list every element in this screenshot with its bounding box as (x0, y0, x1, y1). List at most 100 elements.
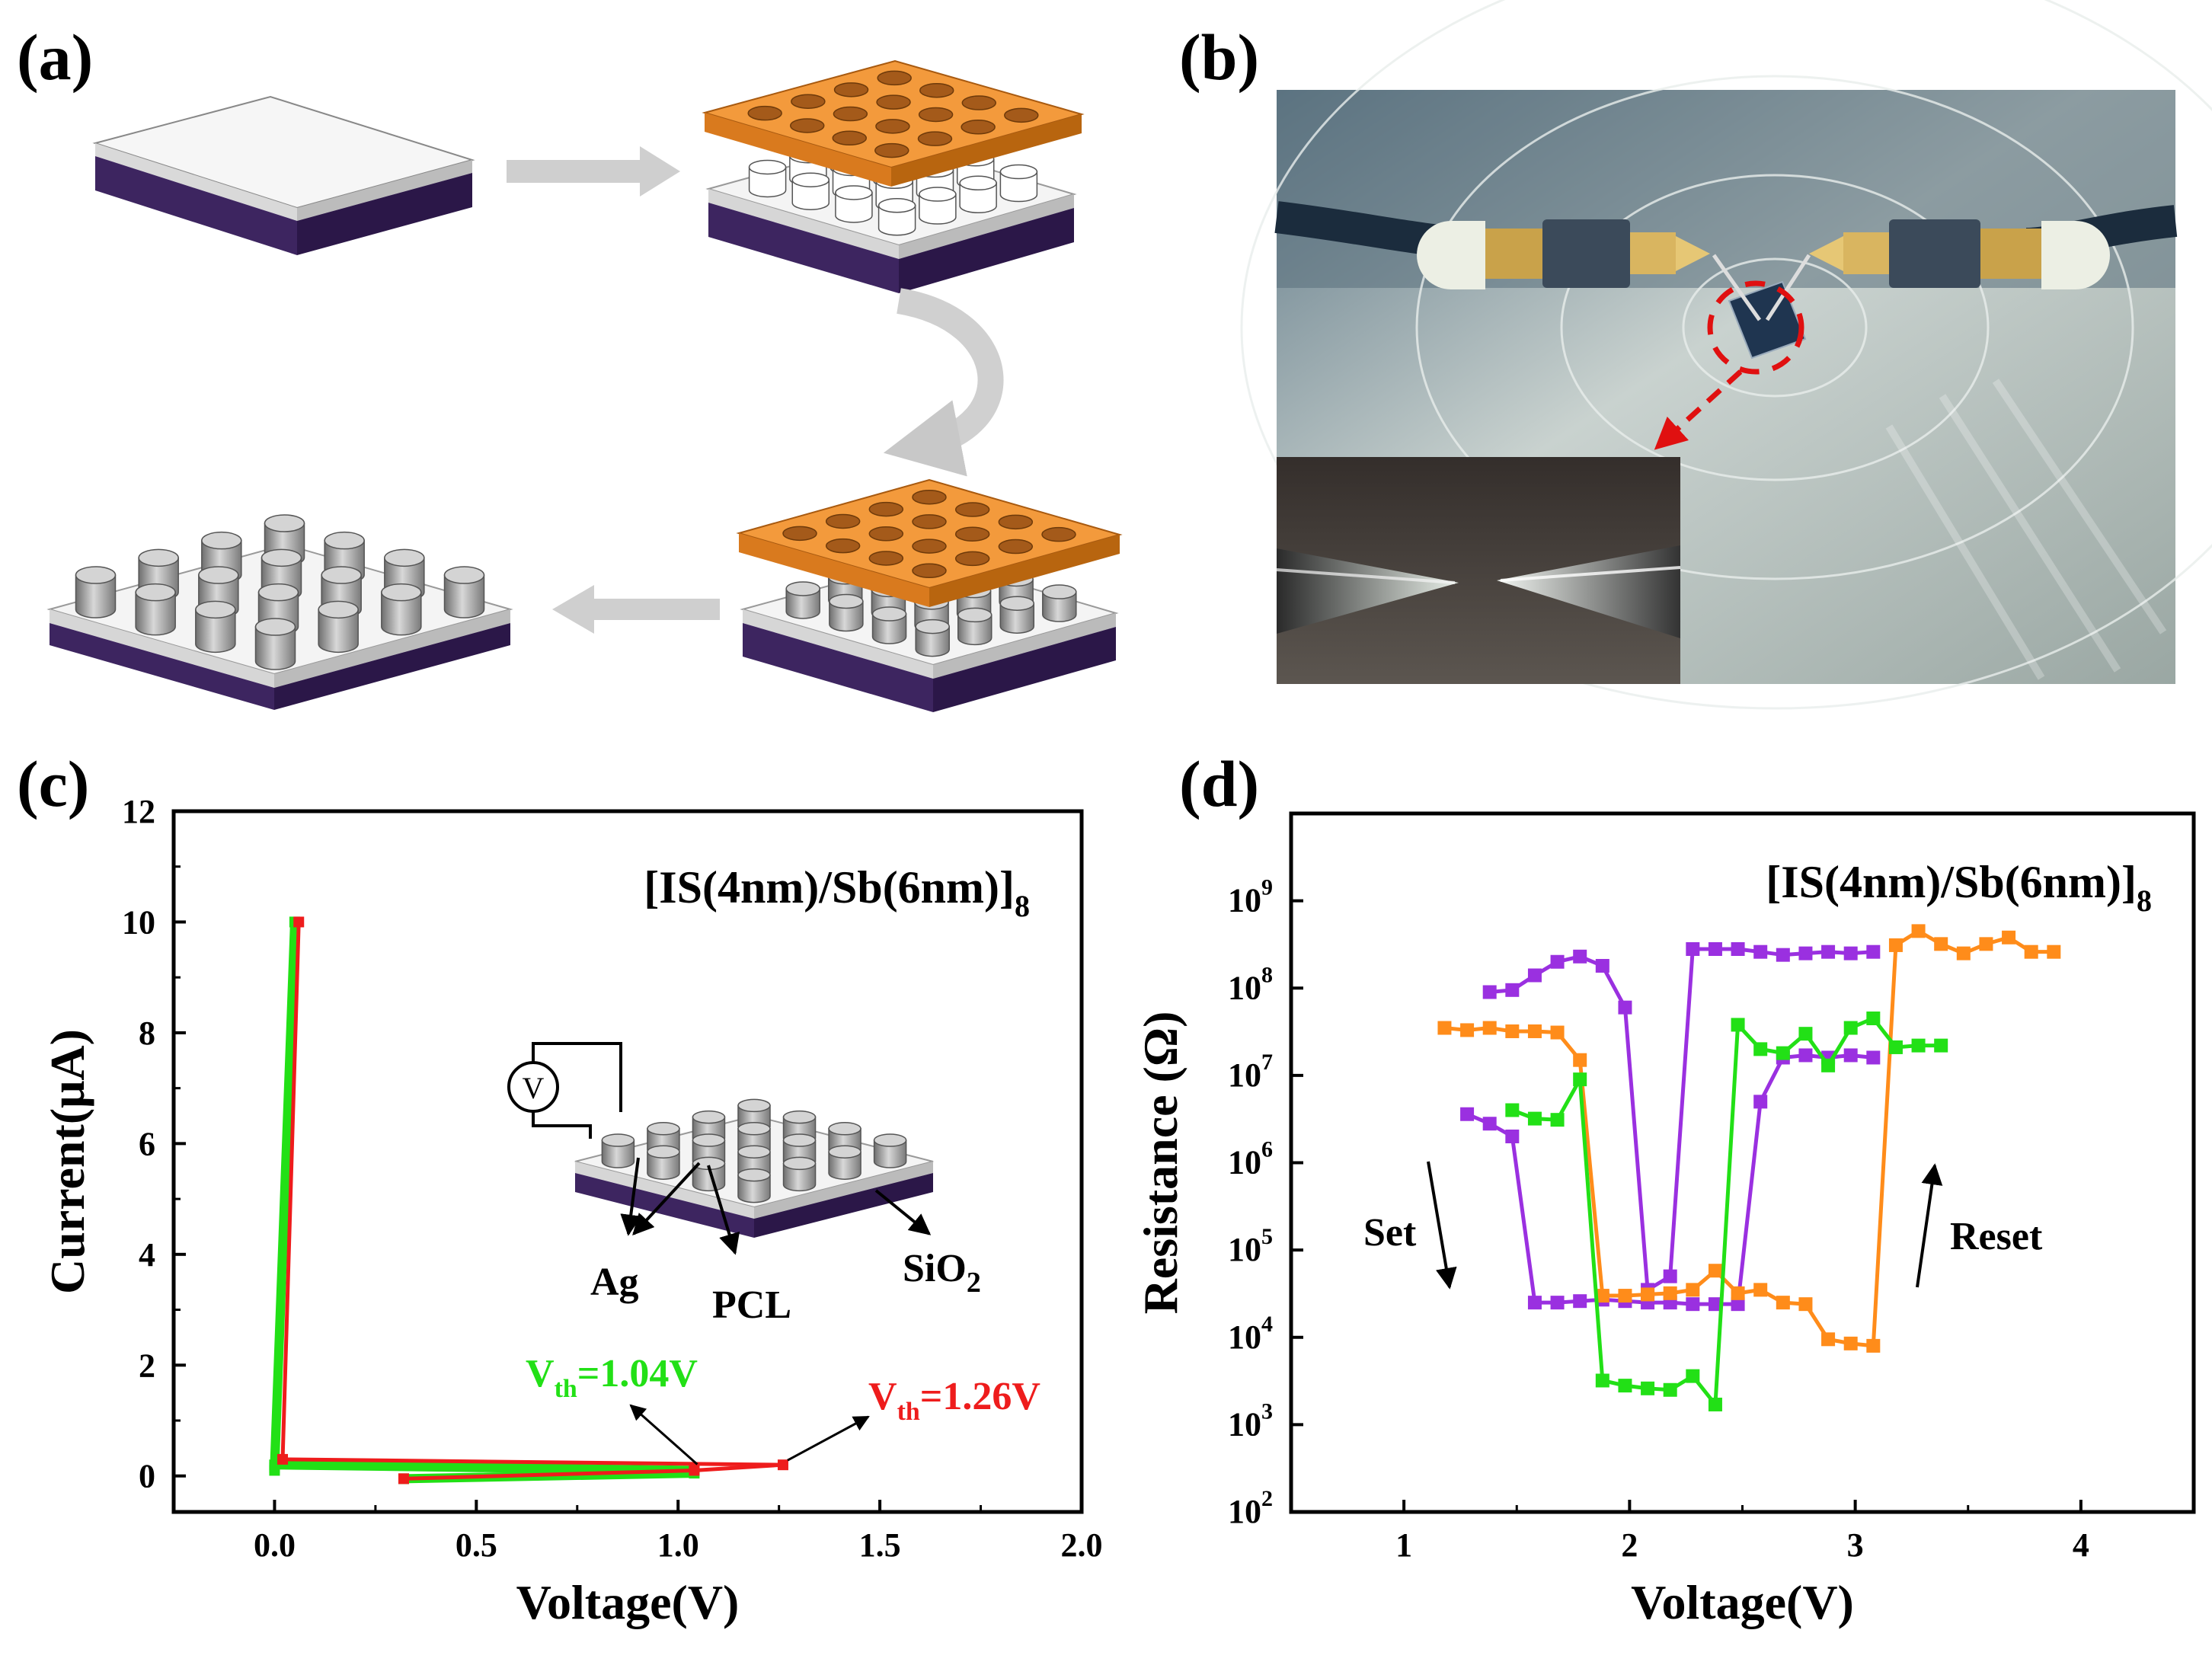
final-device (46, 514, 513, 710)
inset-pillar-body (873, 1139, 907, 1168)
inset-pillar-top (737, 1122, 771, 1136)
plot-frame (171, 809, 1084, 1514)
vth-v: V (526, 1352, 555, 1395)
reset-label: Reset (1950, 1215, 2043, 1258)
rv-point (1550, 1113, 1565, 1127)
y-tick-label: 102 (1228, 1486, 1273, 1530)
inset-pillar-body (737, 1174, 771, 1203)
pillar-top (999, 596, 1035, 611)
y-tick-label: 107 (1228, 1050, 1273, 1094)
rv-point (1482, 985, 1497, 999)
inset-pillar-body (647, 1151, 680, 1180)
reset-arrow (1916, 1163, 1943, 1288)
rv-point (1888, 938, 1903, 952)
inset-pillar (647, 1145, 680, 1180)
rv-point (1821, 1058, 1836, 1072)
rv-point (1550, 1025, 1565, 1040)
pillar-top (443, 566, 485, 584)
rv-point (1753, 1095, 1768, 1109)
mask-hole (868, 526, 904, 542)
sample-sub: 8 (1015, 889, 1030, 923)
rv-point (1618, 1289, 1632, 1303)
y-tick-label: 12 (122, 793, 155, 830)
rv-point (1550, 1296, 1565, 1310)
mask-hole (1041, 526, 1076, 542)
rv-point (1573, 1072, 1587, 1087)
pillar-body (829, 600, 864, 632)
pillar-body (195, 609, 236, 654)
pillar-top (198, 566, 239, 584)
mask-hole (912, 489, 947, 505)
ag-arrow-2 (632, 1162, 701, 1236)
ghost-pillar (835, 185, 873, 223)
rv-point (1866, 944, 1881, 959)
rv-point (1527, 1024, 1542, 1038)
rv-point (1708, 1297, 1722, 1312)
rv-point (1505, 1129, 1520, 1143)
pillar (135, 583, 176, 636)
inset-pillar-top (782, 1110, 817, 1124)
rv-point (1527, 1296, 1542, 1310)
pillar-body (75, 574, 117, 618)
pillar-top (261, 548, 302, 567)
rv-point (1798, 1297, 1813, 1312)
rv-point (1641, 1287, 1655, 1302)
pillar-top (1042, 584, 1077, 599)
panel-c-label: (c) (17, 747, 89, 820)
y-tick-base: 10 (1228, 1144, 1261, 1181)
y-axis-label: Resistance (Ω) (1133, 1012, 1188, 1315)
rv-point (1753, 1283, 1768, 1297)
inset-pillar-top (782, 1133, 817, 1147)
inset-pillar (601, 1133, 635, 1168)
y-tick-exp: 6 (1261, 1137, 1273, 1162)
sample-label: [IS(4nm)/Sb(6nm)]8 (1766, 857, 2152, 918)
rv-point (2002, 930, 2016, 944)
rv-point (1776, 1296, 1790, 1310)
rv-point (1618, 1000, 1632, 1015)
rv-point (1686, 1297, 1700, 1312)
pillar-top (829, 593, 864, 609)
y-tick-base: 10 (1228, 882, 1261, 919)
mask-hole (877, 70, 912, 86)
x-axis-label: Voltage(V) (516, 1575, 740, 1629)
y-tick-label: 105 (1228, 1224, 1273, 1268)
rv-point (1753, 944, 1768, 959)
rv-point (1731, 941, 1745, 956)
y-tick-base: 10 (1228, 1493, 1261, 1530)
vth-arrow-green (629, 1404, 698, 1465)
probe-station-photo (1240, 0, 2212, 710)
rv-point (1843, 1048, 1858, 1063)
panel-d-label: (d) (1179, 747, 1259, 820)
mask-hole (918, 107, 954, 123)
mask-hole (912, 539, 947, 554)
ghost-pillar (791, 172, 830, 210)
rv-point (1843, 946, 1858, 960)
rv-point (1934, 937, 1948, 951)
x-tick-label: 4 (2073, 1526, 2089, 1564)
rv-point (1573, 949, 1587, 964)
ghost-pillar-top (748, 159, 787, 175)
y-tick-label: 104 (1228, 1312, 1273, 1356)
x-tick-label: 2 (1621, 1526, 1638, 1564)
y-tick-label: 2 (139, 1347, 155, 1384)
inset-pillar-body (782, 1162, 817, 1192)
ghost-pillar-body (999, 171, 1038, 203)
rv-point (1482, 1117, 1497, 1131)
rv-point (1663, 1286, 1677, 1300)
mask-hole (868, 551, 904, 566)
rv-point (1843, 1021, 1858, 1035)
iv-point (277, 1453, 289, 1465)
pillar-top (957, 607, 993, 623)
ag-arrow-1 (620, 1157, 642, 1236)
y-tick-label: 109 (1228, 875, 1273, 919)
pillar-body (915, 625, 950, 657)
pillar (381, 583, 422, 636)
voltmeter-label: V (523, 1071, 545, 1105)
y-tick-base: 10 (1228, 1318, 1261, 1356)
inset-pillar-top (737, 1145, 771, 1159)
chart-c: 0.0 0.5 1.0 1.5 2.0 0 2 4 6 8 10 12 Voltage(V) Curren… (40, 793, 1103, 1629)
inset-pillar (737, 1168, 771, 1203)
mask-hole (825, 538, 861, 554)
rv-point (1641, 1381, 1655, 1395)
rv-point (1460, 1023, 1475, 1037)
